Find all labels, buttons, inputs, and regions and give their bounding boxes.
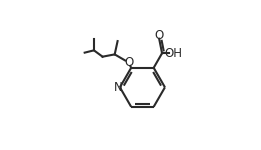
Text: OH: OH bbox=[165, 47, 183, 60]
Text: O: O bbox=[124, 56, 133, 69]
Text: O: O bbox=[155, 29, 164, 42]
Text: N: N bbox=[114, 81, 122, 94]
